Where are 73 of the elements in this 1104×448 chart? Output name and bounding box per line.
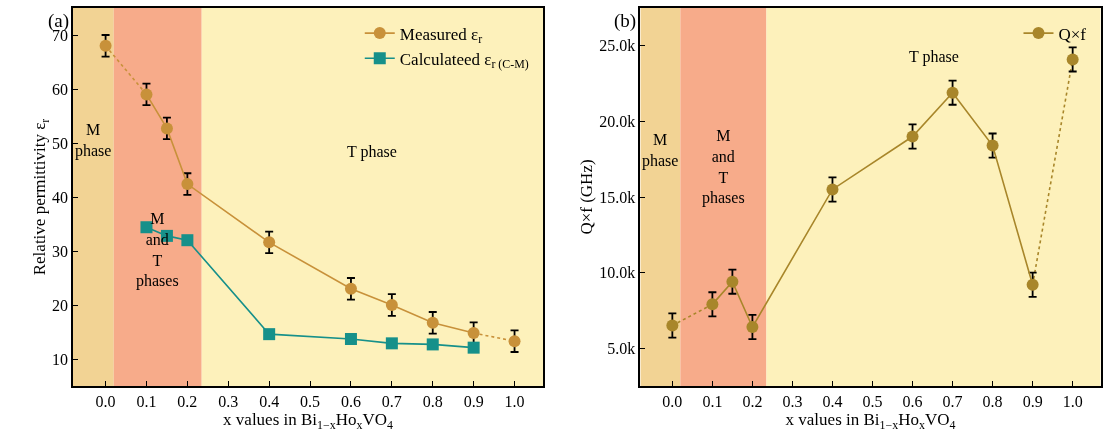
y-tick-label: 50 bbox=[51, 134, 68, 152]
x-tick-label: 0.9 bbox=[463, 392, 484, 410]
point bbox=[508, 335, 521, 348]
x-tick-label: 0.5 bbox=[862, 392, 883, 410]
x-tick-label: 0.8 bbox=[422, 392, 443, 410]
y-tick-label: 20 bbox=[51, 296, 68, 314]
y-tick-label: 15.0k bbox=[599, 188, 636, 206]
point bbox=[426, 316, 439, 329]
x-tick-label: 0.6 bbox=[902, 392, 923, 410]
legend-label: Calculateed ε$_{r (C-M)}$ bbox=[399, 49, 529, 72]
x-tick-label: 0.1 bbox=[702, 392, 723, 410]
band-label: M phase bbox=[642, 131, 679, 170]
point bbox=[906, 130, 919, 143]
point bbox=[263, 236, 276, 249]
point bbox=[826, 183, 839, 196]
x-tick-label: 1.0 bbox=[504, 392, 525, 410]
point bbox=[181, 234, 194, 247]
point bbox=[140, 221, 153, 234]
x-tick-label: 0.3 bbox=[218, 392, 239, 410]
point bbox=[706, 298, 719, 311]
legend-label: Q×f bbox=[1058, 24, 1087, 44]
x-tick-label: 0.0 bbox=[95, 392, 116, 410]
point bbox=[666, 319, 679, 332]
x-tick-label: 1.0 bbox=[1062, 392, 1083, 410]
point bbox=[1026, 278, 1039, 291]
point bbox=[344, 282, 357, 295]
legend-label: Measured ε$_{r}$ bbox=[399, 24, 483, 47]
x-axis-title: x values in Bi$_{1−x}$Ho$_{x}$VO$_{4}$ bbox=[223, 409, 393, 432]
band-label: M and T phases bbox=[136, 210, 179, 291]
point bbox=[385, 299, 398, 311]
y-tick-label: 25.0k bbox=[599, 37, 636, 55]
y-tick-label: 5.0k bbox=[607, 339, 636, 357]
point bbox=[467, 341, 480, 354]
point bbox=[344, 333, 357, 346]
band-label: T phase bbox=[909, 48, 959, 66]
x-tick-label: 0.6 bbox=[340, 392, 361, 410]
point bbox=[140, 88, 153, 101]
x-tick-label: 0.5 bbox=[300, 392, 321, 410]
x-tick-label: 0.2 bbox=[177, 392, 198, 410]
y-axis-title: Q×f (GHz) bbox=[577, 159, 597, 235]
point bbox=[946, 86, 959, 99]
point bbox=[467, 327, 480, 340]
x-tick-label: 0.7 bbox=[381, 392, 402, 410]
x-tick-label: 0.7 bbox=[942, 392, 963, 410]
y-tick-label: 20.0k bbox=[599, 113, 636, 130]
x-tick-label: 0.8 bbox=[982, 392, 1003, 410]
band-label: M and T phases bbox=[702, 127, 745, 208]
x-tick-label: 0.9 bbox=[1022, 392, 1043, 410]
band-label: T phase bbox=[347, 143, 397, 161]
x-axis-title: x values in Bi$_{1−x}$Ho$_{x}$VO$_{4}$ bbox=[785, 409, 956, 432]
chart-title: (b) bbox=[614, 10, 637, 32]
band-label: M phase bbox=[75, 121, 112, 160]
y-tick-label: 10.0k bbox=[599, 264, 636, 282]
point bbox=[385, 337, 398, 350]
point bbox=[263, 328, 276, 341]
x-tick-label: 0.4 bbox=[822, 392, 843, 410]
y-tick-label: 30 bbox=[51, 242, 68, 260]
point bbox=[746, 321, 759, 334]
point bbox=[986, 139, 999, 152]
point bbox=[181, 178, 194, 191]
x-tick-label: 0.4 bbox=[259, 392, 280, 410]
point bbox=[726, 275, 739, 288]
point bbox=[160, 122, 173, 135]
point bbox=[426, 338, 439, 351]
point bbox=[99, 39, 112, 52]
x-tick-label: 0.0 bbox=[662, 392, 683, 410]
y-tick-label: 40 bbox=[51, 188, 68, 206]
point bbox=[1066, 53, 1079, 66]
y-tick-label: 60 bbox=[51, 80, 68, 98]
x-tick-label: 0.1 bbox=[136, 392, 157, 410]
y-tick-label: 10 bbox=[51, 350, 68, 368]
x-tick-label: 0.2 bbox=[742, 392, 763, 410]
x-tick-label: 0.3 bbox=[782, 392, 803, 410]
